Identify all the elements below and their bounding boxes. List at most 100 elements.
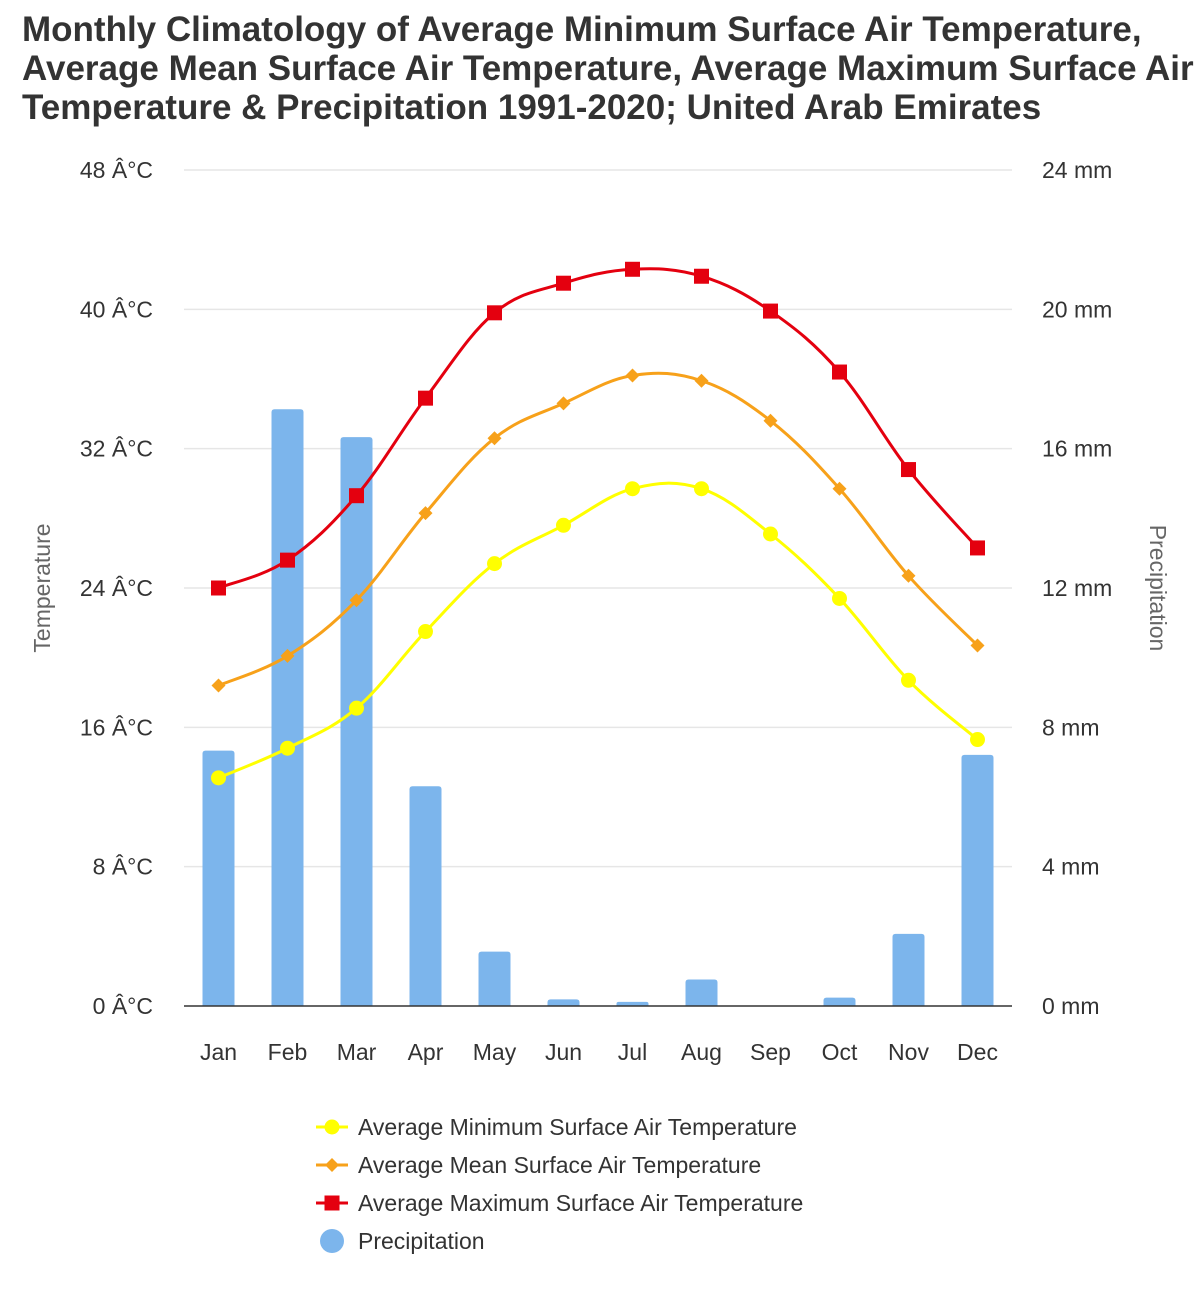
legend-symbol-marker	[324, 1195, 340, 1211]
precipitation-bar	[271, 409, 304, 1006]
legend: Average Minimum Surface Air Temperature A…	[316, 1114, 803, 1254]
average-mean-surface-air-temperature-point	[211, 678, 226, 693]
average-maximum-surface-air-temperature-point	[487, 305, 502, 321]
average-maximum-surface-air-temperature-point	[694, 268, 709, 284]
legend-item: Average Mean Surface Air Temperature	[316, 1152, 761, 1178]
average-minimum-surface-air-temperature-point	[418, 624, 433, 640]
precipitation-bar	[823, 997, 856, 1006]
temperature-lines	[211, 261, 985, 786]
chart-title-line-1: Monthly Climatology of Average Minimum S…	[22, 10, 1142, 49]
x-tick-label: Apr	[408, 1039, 444, 1065]
average-mean-surface-air-temperature-line	[217, 371, 979, 687]
right-tick-label: 0 mm	[1042, 993, 1100, 1019]
average-minimum-surface-air-temperature-point	[211, 770, 226, 786]
x-tick-label: Dec	[957, 1039, 998, 1065]
right-tick-label: 12 mm	[1042, 575, 1112, 601]
average-mean-surface-air-temperature-point	[625, 368, 640, 383]
average-mean-surface-air-temperature-point	[694, 373, 709, 388]
right-tick-label: 4 mm	[1042, 854, 1100, 880]
average-maximum-surface-air-temperature-point	[280, 552, 295, 568]
x-tick-label: May	[473, 1039, 517, 1065]
right-tick-label: 16 mm	[1042, 436, 1112, 462]
average-maximum-surface-air-temperature-point	[763, 303, 778, 319]
precipitation-bars	[202, 409, 994, 1007]
average-minimum-surface-air-temperature-point	[625, 481, 640, 497]
legend-label: Average Mean Surface Air Temperature	[358, 1152, 761, 1178]
x-tick-label: Mar	[337, 1039, 377, 1065]
left-tick-label: 24 Â°C	[80, 575, 153, 601]
left-tick-label: 40 Â°C	[80, 296, 153, 322]
x-tick-label: Aug	[681, 1039, 722, 1065]
average-minimum-surface-air-temperature-point	[487, 556, 502, 572]
right-tick-label: 24 mm	[1042, 157, 1112, 183]
legend-symbol-marker	[324, 1119, 340, 1135]
average-mean-surface-air-temperature-point	[349, 593, 364, 608]
legend-item: Precipitation	[320, 1228, 485, 1254]
left-axis-ticks: 0 Â°C 8 Â°C 16 Â°C 24 Â°C 32 Â°C 40 Â°C 48 Â°C	[80, 157, 153, 1019]
average-minimum-surface-air-temperature-point	[832, 590, 847, 606]
average-mean-surface-air-temperature-point	[763, 413, 778, 428]
legend-label: Average Minimum Surface Air Temperature	[358, 1114, 797, 1140]
legend-item: Average Minimum Surface Air Temperature	[316, 1114, 797, 1140]
right-tick-label: 8 mm	[1042, 714, 1100, 740]
x-tick-label: Jul	[618, 1039, 647, 1065]
average-mean-surface-air-temperature-point	[487, 431, 502, 446]
average-maximum-surface-air-temperature-point	[211, 580, 226, 596]
average-mean-surface-air-temperature-point	[970, 638, 985, 653]
left-tick-label: 32 Â°C	[80, 436, 153, 462]
right-axis-title: Precipitation	[1145, 525, 1171, 652]
average-minimum-surface-air-temperature-point	[763, 526, 778, 542]
x-tick-label: Feb	[268, 1039, 308, 1065]
average-mean-surface-air-temperature-point	[901, 568, 916, 583]
chart-title: Monthly Climatology of Average Minimum S…	[22, 10, 1200, 127]
x-tick-label: Jun	[545, 1039, 582, 1065]
legend-symbol-marker	[325, 1158, 339, 1172]
average-maximum-surface-air-temperature-point	[901, 462, 916, 478]
precipitation-bar	[892, 933, 925, 1006]
average-minimum-surface-air-temperature-line	[217, 481, 979, 780]
precipitation-bar	[961, 754, 994, 1006]
average-maximum-surface-air-temperature-point	[418, 390, 433, 406]
average-minimum-surface-air-temperature-point	[349, 700, 364, 716]
average-mean-surface-air-temperature-point	[832, 481, 847, 496]
legend-label: Average Maximum Surface Air Temperature	[358, 1190, 803, 1216]
x-tick-label: Nov	[888, 1039, 929, 1065]
precipitation-bar	[340, 437, 373, 1007]
average-maximum-surface-air-temperature-point	[625, 261, 640, 277]
average-maximum-surface-air-temperature-point	[349, 488, 364, 504]
average-mean-surface-air-temperature-point	[280, 648, 295, 663]
average-minimum-surface-air-temperature-point	[694, 481, 709, 497]
precipitation-bar	[202, 750, 235, 1006]
left-tick-label: 48 Â°C	[80, 157, 153, 183]
average-maximum-surface-air-temperature-point	[970, 540, 985, 556]
average-maximum-surface-air-temperature-point	[832, 364, 847, 380]
average-minimum-surface-air-temperature-point	[970, 732, 985, 748]
average-maximum-surface-air-temperature-point	[556, 275, 571, 291]
legend-item: Average Maximum Surface Air Temperature	[316, 1190, 803, 1216]
gridlines	[184, 169, 1012, 868]
right-tick-label: 20 mm	[1042, 296, 1112, 322]
x-tick-label: Sep	[750, 1039, 791, 1065]
precipitation-bar	[478, 951, 511, 1006]
right-axis-ticks: 0 mm 4 mm 8 mm 12 mm 16 mm 20 mm 24 mm	[1042, 157, 1112, 1019]
average-maximum-surface-air-temperature-line	[217, 267, 979, 590]
average-minimum-surface-air-temperature-point	[901, 672, 916, 688]
average-minimum-surface-air-temperature-point	[280, 740, 295, 756]
left-tick-label: 8 Â°C	[93, 854, 153, 880]
precipitation-bar	[547, 999, 580, 1006]
chart-title-line-2: Average Mean Surface Air Temperature, Av…	[22, 49, 1194, 88]
average-mean-surface-air-temperature-point	[556, 396, 571, 411]
left-axis-title: Temperature	[29, 523, 55, 652]
average-minimum-surface-air-temperature-point	[556, 517, 571, 533]
x-tick-label: Jan	[200, 1039, 237, 1065]
legend-label: Precipitation	[358, 1228, 485, 1254]
precipitation-bar	[409, 786, 442, 1006]
x-tick-label: Oct	[822, 1039, 858, 1065]
precipitation-bar	[616, 1001, 649, 1006]
average-mean-surface-air-temperature-point	[418, 506, 433, 521]
left-tick-label: 16 Â°C	[80, 714, 153, 740]
precipitation-bar	[685, 979, 718, 1006]
left-tick-label: 0 Â°C	[93, 993, 153, 1019]
x-axis-ticks: Jan Feb Mar Apr May Jun Jul Aug Sep Oct Nov Dec	[200, 1039, 998, 1065]
